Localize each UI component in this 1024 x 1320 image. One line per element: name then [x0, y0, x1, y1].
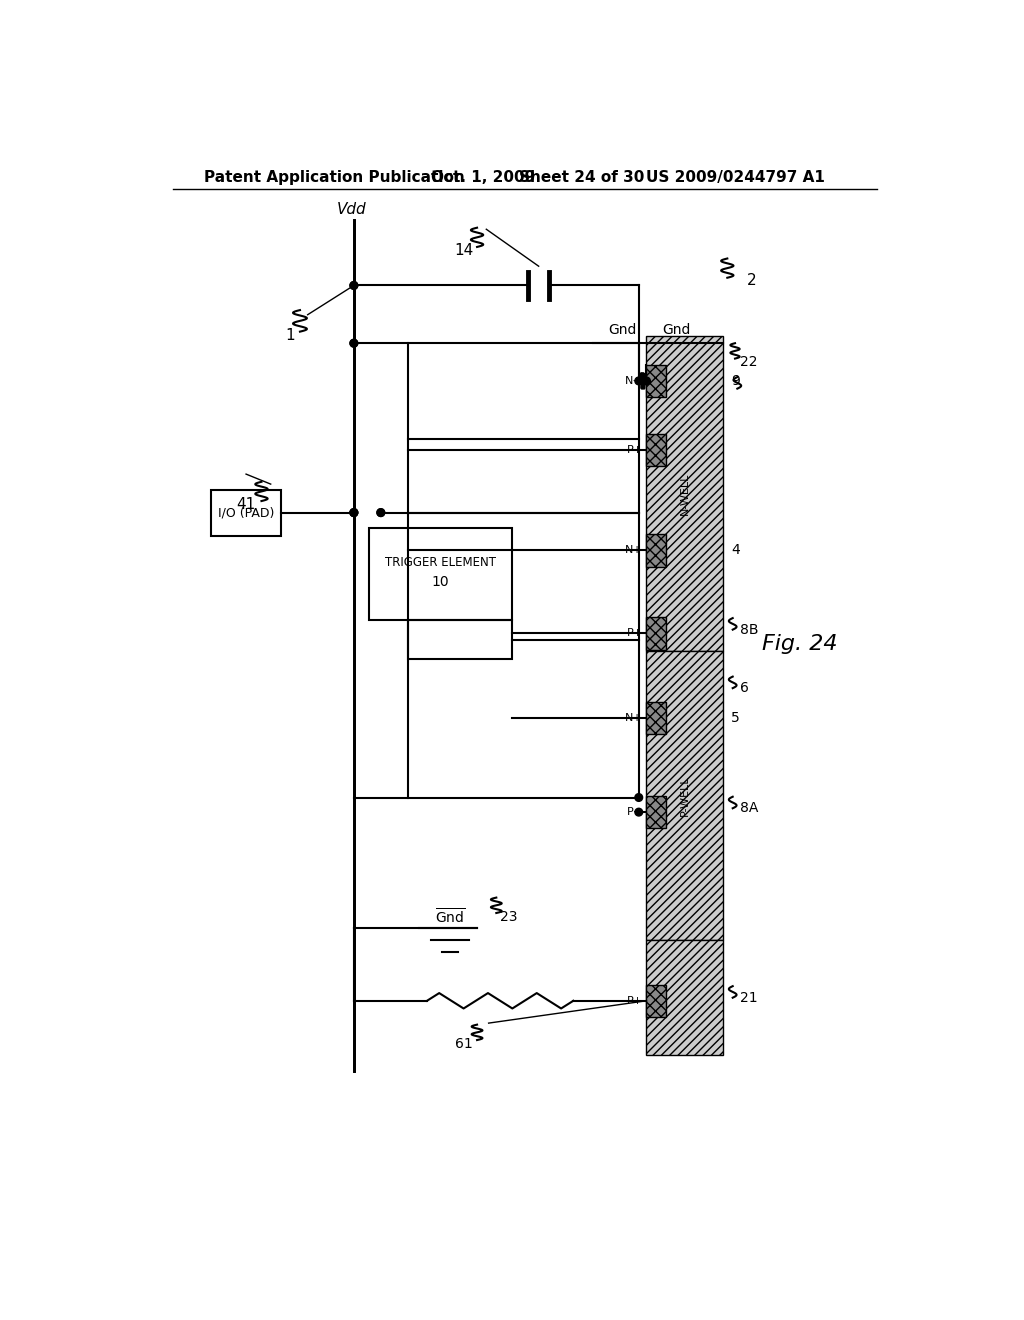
- Bar: [646, 796, 666, 829]
- Text: Sheet 24 of 30: Sheet 24 of 30: [519, 170, 645, 185]
- Text: 6: 6: [740, 681, 750, 696]
- Text: TRIGGER ELEMENT: TRIGGER ELEMENT: [385, 556, 496, 569]
- Circle shape: [643, 378, 650, 385]
- Bar: [646, 618, 666, 649]
- Text: N-WELL: N-WELL: [680, 473, 690, 515]
- Bar: [370, 528, 512, 620]
- Text: 2: 2: [746, 272, 756, 288]
- Bar: [408, 620, 512, 659]
- Text: 9: 9: [731, 374, 740, 388]
- Circle shape: [350, 339, 357, 347]
- Text: 61: 61: [456, 1038, 473, 1051]
- Text: Oct. 1, 2009: Oct. 1, 2009: [431, 170, 536, 185]
- Text: US 2009/0244797 A1: US 2009/0244797 A1: [646, 170, 825, 185]
- Text: P+: P+: [627, 628, 643, 639]
- Circle shape: [377, 508, 385, 516]
- Circle shape: [350, 339, 357, 347]
- Text: N+: N+: [625, 545, 643, 556]
- Text: Gnd: Gnd: [608, 323, 636, 337]
- Circle shape: [350, 281, 357, 289]
- Bar: [646, 651, 724, 940]
- Text: 1: 1: [285, 327, 295, 343]
- Bar: [646, 535, 666, 566]
- Circle shape: [377, 508, 385, 516]
- Text: 8A: 8A: [740, 801, 759, 816]
- Bar: [211, 490, 281, 536]
- Text: 10: 10: [432, 576, 450, 589]
- Bar: [646, 985, 666, 1016]
- Text: 21: 21: [740, 991, 758, 1005]
- Circle shape: [350, 508, 357, 516]
- Text: P+: P+: [627, 445, 643, 455]
- Text: 8B: 8B: [740, 623, 759, 636]
- Bar: [646, 702, 666, 734]
- Text: Gnd: Gnd: [662, 323, 690, 337]
- Text: Patent Application Publication: Patent Application Publication: [204, 170, 465, 185]
- Text: Fig. 24: Fig. 24: [762, 634, 838, 653]
- Text: P+: P+: [627, 995, 643, 1006]
- Bar: [646, 940, 724, 1056]
- Circle shape: [635, 793, 643, 801]
- Text: Vdd: Vdd: [337, 202, 367, 218]
- Text: 4: 4: [731, 544, 740, 557]
- Text: $\overline{\mathrm{Gnd}}$: $\overline{\mathrm{Gnd}}$: [435, 907, 465, 927]
- Text: N+: N+: [625, 713, 643, 723]
- Circle shape: [350, 508, 357, 516]
- Text: 23: 23: [500, 909, 518, 924]
- Circle shape: [635, 808, 643, 816]
- Bar: [646, 335, 724, 651]
- Circle shape: [350, 281, 357, 289]
- Text: 5: 5: [731, 711, 740, 725]
- Bar: [646, 364, 666, 397]
- Text: P-WELL: P-WELL: [680, 775, 690, 816]
- Text: 22: 22: [740, 355, 758, 370]
- Bar: [646, 434, 666, 466]
- Text: 14: 14: [454, 243, 473, 259]
- Text: I/O (PAD): I/O (PAD): [218, 506, 274, 519]
- Circle shape: [635, 378, 643, 385]
- Text: 41: 41: [237, 498, 255, 512]
- Text: N+: N+: [625, 376, 643, 385]
- Text: P+: P+: [627, 807, 643, 817]
- Circle shape: [350, 508, 357, 516]
